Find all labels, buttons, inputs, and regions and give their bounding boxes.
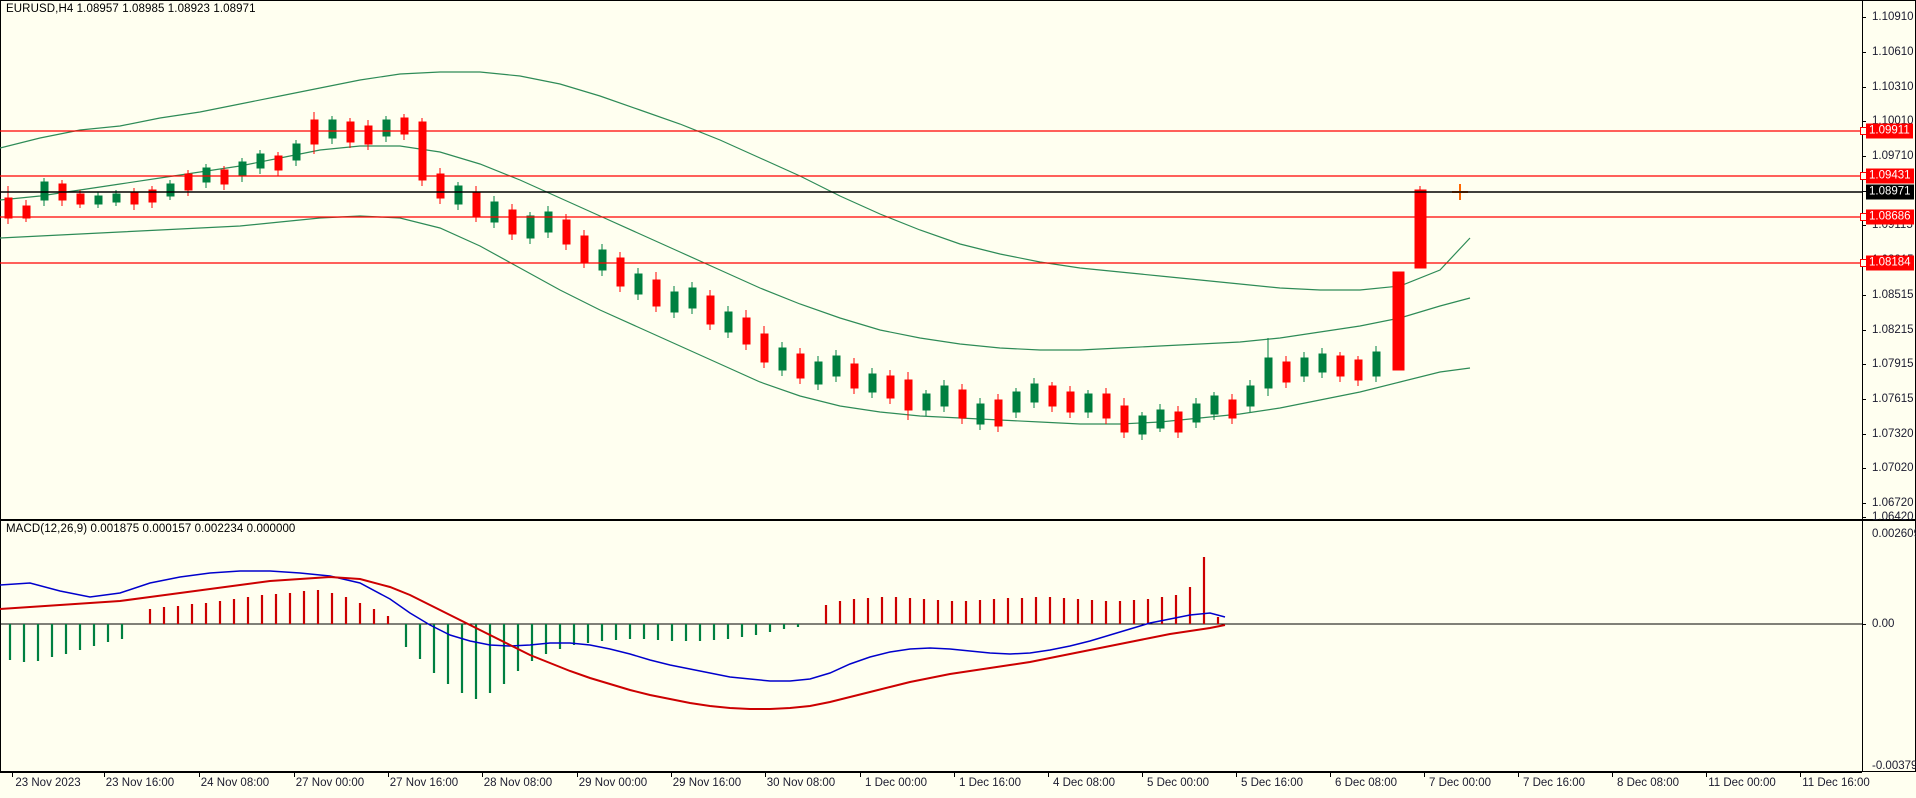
price-axis-label: 1.10310 (1872, 81, 1914, 93)
time-axis-label: 23 Nov 16:00 (105, 777, 175, 789)
level-price-tag[interactable]: 1.09431 (1866, 168, 1914, 184)
time-axis-label: 30 Nov 08:00 (766, 777, 836, 789)
macd-axis-label: -0.003795 (1872, 760, 1916, 772)
macd-scale-axis[interactable]: 0.002609 0.00 -0.003795 (1862, 520, 1916, 772)
price-quote-header: EURUSD,H4 1.08957 1.08985 1.08923 1.0897… (6, 3, 256, 15)
time-axis-label: 4 Dec 08:00 (1052, 777, 1116, 789)
time-axis-label: 11 Dec 16:00 (1802, 777, 1870, 789)
time-axis-label: 11 Dec 00:00 (1708, 777, 1776, 789)
macd-axis-label: 0.00 (1872, 618, 1895, 630)
time-axis-label: 5 Dec 16:00 (1240, 777, 1304, 789)
time-axis-label: 7 Dec 16:00 (1522, 777, 1586, 789)
time-axis-label: 28 Nov 08:00 (483, 777, 553, 789)
time-axis-rule (0, 772, 1862, 773)
time-axis-label: 23 Nov 2023 (15, 777, 81, 789)
time-axis-label: 7 Dec 00:00 (1428, 777, 1492, 789)
bollinger-middle-band (0, 145, 1471, 351)
time-axis-label: 27 Nov 16:00 (389, 777, 459, 789)
price-axis-label: 1.06420 (1872, 511, 1914, 523)
time-axis-label: 27 Nov 00:00 (295, 777, 365, 789)
price-axis-label: 1.07320 (1872, 428, 1914, 440)
macd-main-line (0, 570, 1226, 682)
level-price-tag[interactable]: 1.08184 (1866, 255, 1914, 271)
price-axis-label: 1.10610 (1872, 46, 1914, 58)
price-axis-label: 1.10910 (1872, 11, 1914, 23)
price-chart-plot[interactable] (0, 0, 1862, 519)
candlestick-series (4, 112, 1427, 440)
time-axis-label: 6 Dec 08:00 (1334, 777, 1398, 789)
time-axis-label: 8 Dec 08:00 (1616, 777, 1680, 789)
price-axis-label: 1.07020 (1872, 462, 1914, 474)
level-price-tag[interactable]: 1.09911 (1866, 123, 1913, 139)
price-axis-label: 1.06720 (1872, 497, 1914, 509)
price-axis-label: 1.07615 (1872, 393, 1914, 405)
price-axis-label: 1.09710 (1872, 150, 1914, 162)
macd-plot[interactable] (0, 521, 1862, 771)
price-axis-label: 1.07915 (1872, 358, 1914, 370)
level-price-tag[interactable]: 1.08686 (1866, 209, 1914, 225)
horizontal-level-lines[interactable] (0, 130, 1862, 264)
macd-signal-line (0, 575, 1226, 710)
price-axis-label: 1.08215 (1872, 324, 1914, 336)
time-axis-label: 24 Nov 08:00 (200, 777, 270, 789)
bollinger-upper-band (0, 71, 1471, 291)
time-scale-axis[interactable]: 23 Nov 2023 23 Nov 16:00 24 Nov 08:00 27… (0, 772, 1916, 798)
time-axis-label: 5 Dec 00:00 (1146, 777, 1210, 789)
macd-axis-rule (1862, 520, 1863, 772)
time-axis-label: 29 Nov 16:00 (672, 777, 742, 789)
macd-axis-label: 0.002609 (1872, 528, 1916, 540)
price-axis-label: 1.08515 (1872, 289, 1914, 301)
time-axis-label: 29 Nov 00:00 (578, 777, 648, 789)
time-axis-label: 1 Dec 16:00 (958, 777, 1022, 789)
macd-indicator-header: MACD(12,26,9) 0.001875 0.000157 0.002234… (6, 523, 296, 535)
last-price-tag: 1.08971 (1866, 184, 1914, 200)
time-axis-label: 1 Dec 00:00 (864, 777, 928, 789)
macd-histogram (8, 557, 1220, 699)
